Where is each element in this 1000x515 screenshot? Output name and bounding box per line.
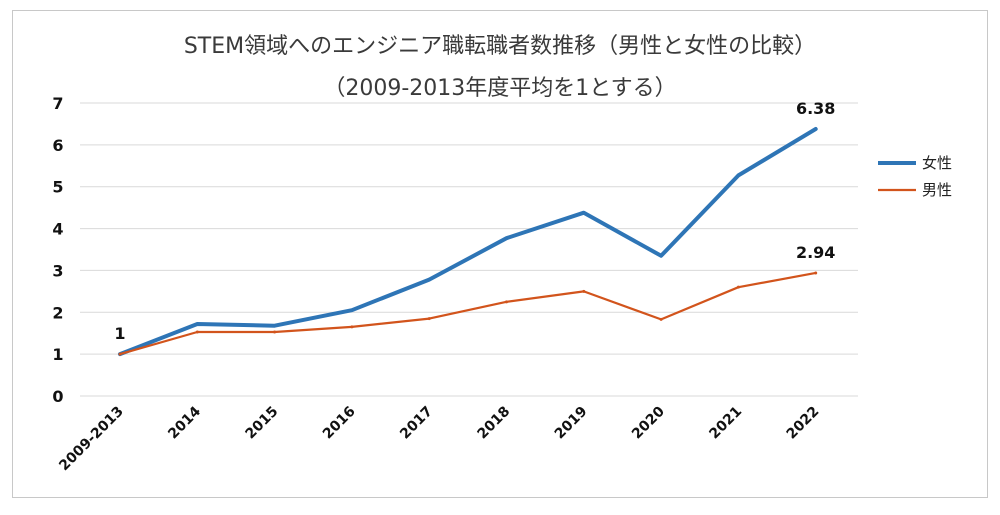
x-tick-label: 2009-2013 <box>56 404 127 475</box>
data-point <box>118 352 122 356</box>
data-point <box>195 330 199 334</box>
x-axis-ticks: 2009-2013 2014 2015 2016 2017 2018 2019 2020 202… <box>56 403 822 474</box>
x-tick-label: 2019 <box>552 404 591 443</box>
x-tick-label: 2022 <box>784 404 823 443</box>
series-line-1 <box>118 127 818 357</box>
y-axis-ticks: 0 1 2 3 4 5 6 7 <box>52 94 63 406</box>
x-tick-label: 2017 <box>397 404 436 443</box>
data-point <box>427 317 431 321</box>
x-tick-label: 2014 <box>165 403 204 442</box>
data-point <box>814 127 818 131</box>
legend-label: 男性 <box>922 181 952 199</box>
y-tick-label: 0 <box>52 387 63 406</box>
x-tick-label: 2021 <box>706 404 745 443</box>
data-point <box>505 300 508 304</box>
data-point <box>350 325 354 329</box>
data-point <box>659 317 663 321</box>
data-point <box>659 254 663 258</box>
data-point <box>736 173 740 177</box>
data-point <box>505 236 508 240</box>
series-lines <box>118 127 818 357</box>
series-line-2 <box>118 271 817 356</box>
data-label: 2.94 <box>796 243 835 262</box>
data-point <box>582 211 586 215</box>
y-tick-label: 5 <box>52 178 63 197</box>
data-point <box>582 289 586 293</box>
chart-frame <box>12 10 988 498</box>
y-tick-label: 1 <box>52 345 63 364</box>
data-label: 1 <box>114 324 125 343</box>
legend-label: 女性 <box>922 154 952 172</box>
y-tick-label: 4 <box>52 220 63 239</box>
chart-subtitle: （2009-2013年度平均を1とする） <box>323 76 677 101</box>
data-point <box>350 308 354 312</box>
data-point <box>814 271 818 275</box>
data-point <box>736 285 740 289</box>
data-point <box>427 278 431 282</box>
y-tick-label: 7 <box>52 94 63 113</box>
x-tick-label: 2020 <box>629 403 668 442</box>
x-tick-label: 2016 <box>320 404 359 443</box>
data-labels: 1 6.38 2.94 <box>114 99 835 343</box>
data-point <box>273 324 277 328</box>
x-tick-label: 2018 <box>474 404 513 443</box>
gridlines <box>80 102 858 397</box>
y-tick-label: 2 <box>52 303 63 322</box>
x-tick-label: 2015 <box>243 404 282 443</box>
data-point <box>195 322 199 326</box>
chart-title: STEM領域へのエンジニア職転職者数推移（男性と女性の比較） <box>183 34 817 59</box>
y-tick-label: 3 <box>52 261 63 280</box>
data-label: 6.38 <box>796 99 835 118</box>
data-point <box>273 330 277 334</box>
y-tick-label: 6 <box>52 136 63 155</box>
